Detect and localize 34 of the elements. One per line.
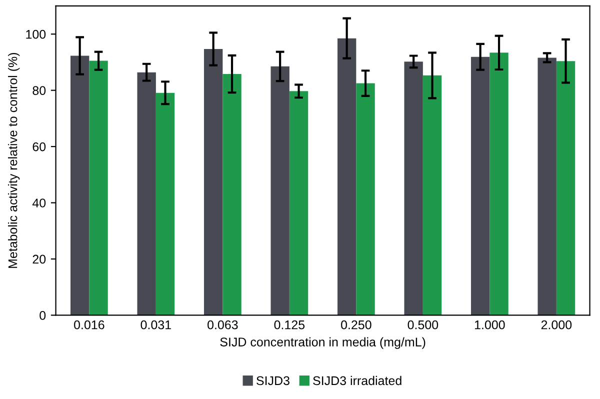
x-tick-label: 0.016 <box>74 320 104 330</box>
bar <box>490 52 508 316</box>
y-tick-label: 60 <box>32 142 46 152</box>
x-tick-label: 0.500 <box>408 320 438 330</box>
bar <box>70 56 90 316</box>
x-tick-label: 0.063 <box>208 320 238 330</box>
legend-label: SIJD3 <box>256 376 290 386</box>
bar <box>270 66 290 316</box>
y-tick-label: 40 <box>32 198 46 208</box>
bar <box>556 61 576 316</box>
bar <box>289 91 308 316</box>
y-tick-label: 0 <box>40 311 46 320</box>
x-tick-label: 0.125 <box>274 320 305 330</box>
bar <box>470 56 490 316</box>
x-tick-label: 0.250 <box>341 320 372 330</box>
bar <box>222 74 242 316</box>
bar <box>204 48 223 316</box>
y-axis-title: Metabolic activity relative to control (%) <box>8 52 20 268</box>
legend-label: SIJD3 irradiated <box>313 376 402 386</box>
bar <box>89 60 108 316</box>
x-tick-label: 0.031 <box>140 320 171 330</box>
x-tick-label: 2.000 <box>541 320 572 330</box>
x-tick-label: 1.000 <box>474 320 505 330</box>
bar <box>156 92 175 316</box>
bar <box>422 75 442 316</box>
x-axis-title: SIJD concentration in media (mg/mL) <box>220 337 426 349</box>
bar <box>538 58 556 316</box>
bar <box>356 83 375 316</box>
y-tick-label: 80 <box>32 86 46 95</box>
bar <box>337 38 356 316</box>
bar <box>137 72 156 316</box>
bar <box>404 62 423 316</box>
y-tick-label: 20 <box>32 254 46 264</box>
y-tick-label: 100 <box>26 30 46 39</box>
